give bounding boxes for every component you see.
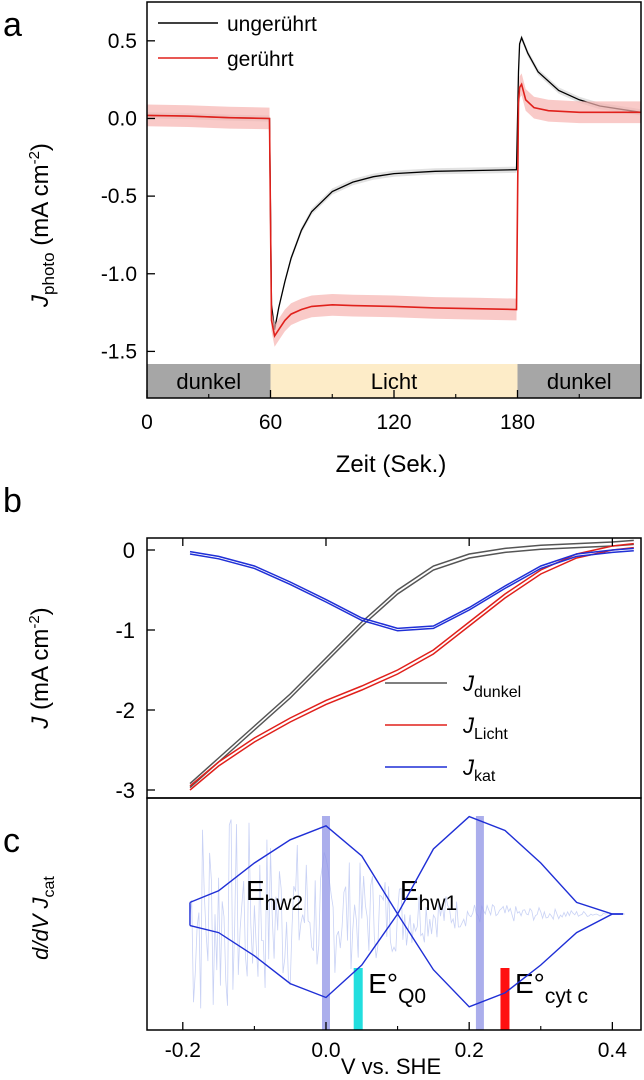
phase-bar-0 xyxy=(147,364,271,398)
phase-label-0: dunkel xyxy=(176,369,241,394)
panel-c-ylabel: d/dV Jcat xyxy=(28,876,58,960)
panel-a-xlabel: Zeit (Sek.) xyxy=(336,451,447,478)
cv-reverse-2 xyxy=(189,550,634,632)
c-marker-bar-3 xyxy=(500,968,510,1030)
c-marker-bar-1 xyxy=(475,816,484,1030)
c-derivative-lower xyxy=(189,912,624,1008)
xtick-label-0: 0 xyxy=(141,411,153,434)
c-marker-bar-0 xyxy=(321,816,330,1030)
panel-c-chart: Ehw2 Ehw1 E°Q0 E°cyt c -0.2 0.0 0.2 0.4 d/dV J… xyxy=(28,797,642,1079)
panel-a-ylabel: Jphoto (mA cm-2) xyxy=(26,143,58,308)
xtick-label-1: 60 xyxy=(259,411,282,434)
cv-forward-0 xyxy=(189,539,634,785)
panel-label-c: c xyxy=(3,822,20,860)
series-line-0 xyxy=(146,35,642,330)
panel-label-a: a xyxy=(3,6,22,44)
phase-bar-2 xyxy=(517,364,641,398)
b-ytick-label-0: 0 xyxy=(123,538,135,563)
ytick-label-0: -1.5 xyxy=(101,340,137,363)
panel-b-ylabel: J (mA cm-2) xyxy=(26,607,54,729)
b-ytick-label-3: -3 xyxy=(115,778,135,803)
b-legend-label-1: JLicht xyxy=(462,713,508,743)
xtick-label-3: 180 xyxy=(500,411,535,434)
phase-label-1: Licht xyxy=(371,369,417,394)
series-band-0 xyxy=(147,34,641,333)
b-legend-label-0: Jdunkel xyxy=(462,671,521,701)
cv-forward-2 xyxy=(189,547,634,630)
ytick-label-4: 0.5 xyxy=(108,30,137,53)
c-marker-bar-2 xyxy=(353,968,363,1030)
cv-reverse-0 xyxy=(189,543,634,789)
legend-label-geruehrt: gerührt xyxy=(227,48,294,71)
b-legend-label-2: Jkat xyxy=(462,755,496,785)
panel-c-frame xyxy=(146,797,642,1031)
series-line-1 xyxy=(146,82,641,338)
c-xtick-label-3: 0.4 xyxy=(598,1039,628,1062)
c-xtick-label-2: 0.2 xyxy=(455,1039,484,1062)
ytick-label-3: 0.0 xyxy=(108,107,137,130)
xtick-label-2: 120 xyxy=(376,411,411,434)
legend-label-ungeruehrt: ungerührt xyxy=(227,13,317,36)
c-xtick-label-1: 0.0 xyxy=(311,1039,340,1062)
cv-reverse-1 xyxy=(189,546,634,791)
c-marker-label-0: Ehw2 xyxy=(246,875,303,915)
panel-c-xlabel: V vs. SHE xyxy=(341,1054,441,1079)
c-marker-label-1: Ehw1 xyxy=(400,875,457,915)
panel-label-b: b xyxy=(3,482,22,520)
panel-a-chart: dunkel Licht dunkel 0 60 120 180 -1.5 -1.0 -0.5 0… xyxy=(26,1,642,478)
c-noise-trace xyxy=(189,819,625,1009)
c-derivative-upper xyxy=(189,815,624,916)
b-ytick-label-2: -2 xyxy=(115,698,135,723)
phase-label-2: dunkel xyxy=(547,369,612,394)
c-marker-label-2: E°Q0 xyxy=(368,968,426,1008)
ytick-label-1: -1.0 xyxy=(101,263,137,286)
ytick-label-2: -0.5 xyxy=(101,185,137,208)
panel-b-chart: 0 -1 -2 -3 Jdunkel JLicht Jkat J (mA cm-2) xyxy=(26,537,642,803)
panel-a-frame xyxy=(146,1,642,399)
b-ytick-label-1: -1 xyxy=(115,618,135,643)
c-xtick-label-0: -0.2 xyxy=(165,1039,201,1062)
c-marker-label-3: E°cyt c xyxy=(515,968,588,1008)
